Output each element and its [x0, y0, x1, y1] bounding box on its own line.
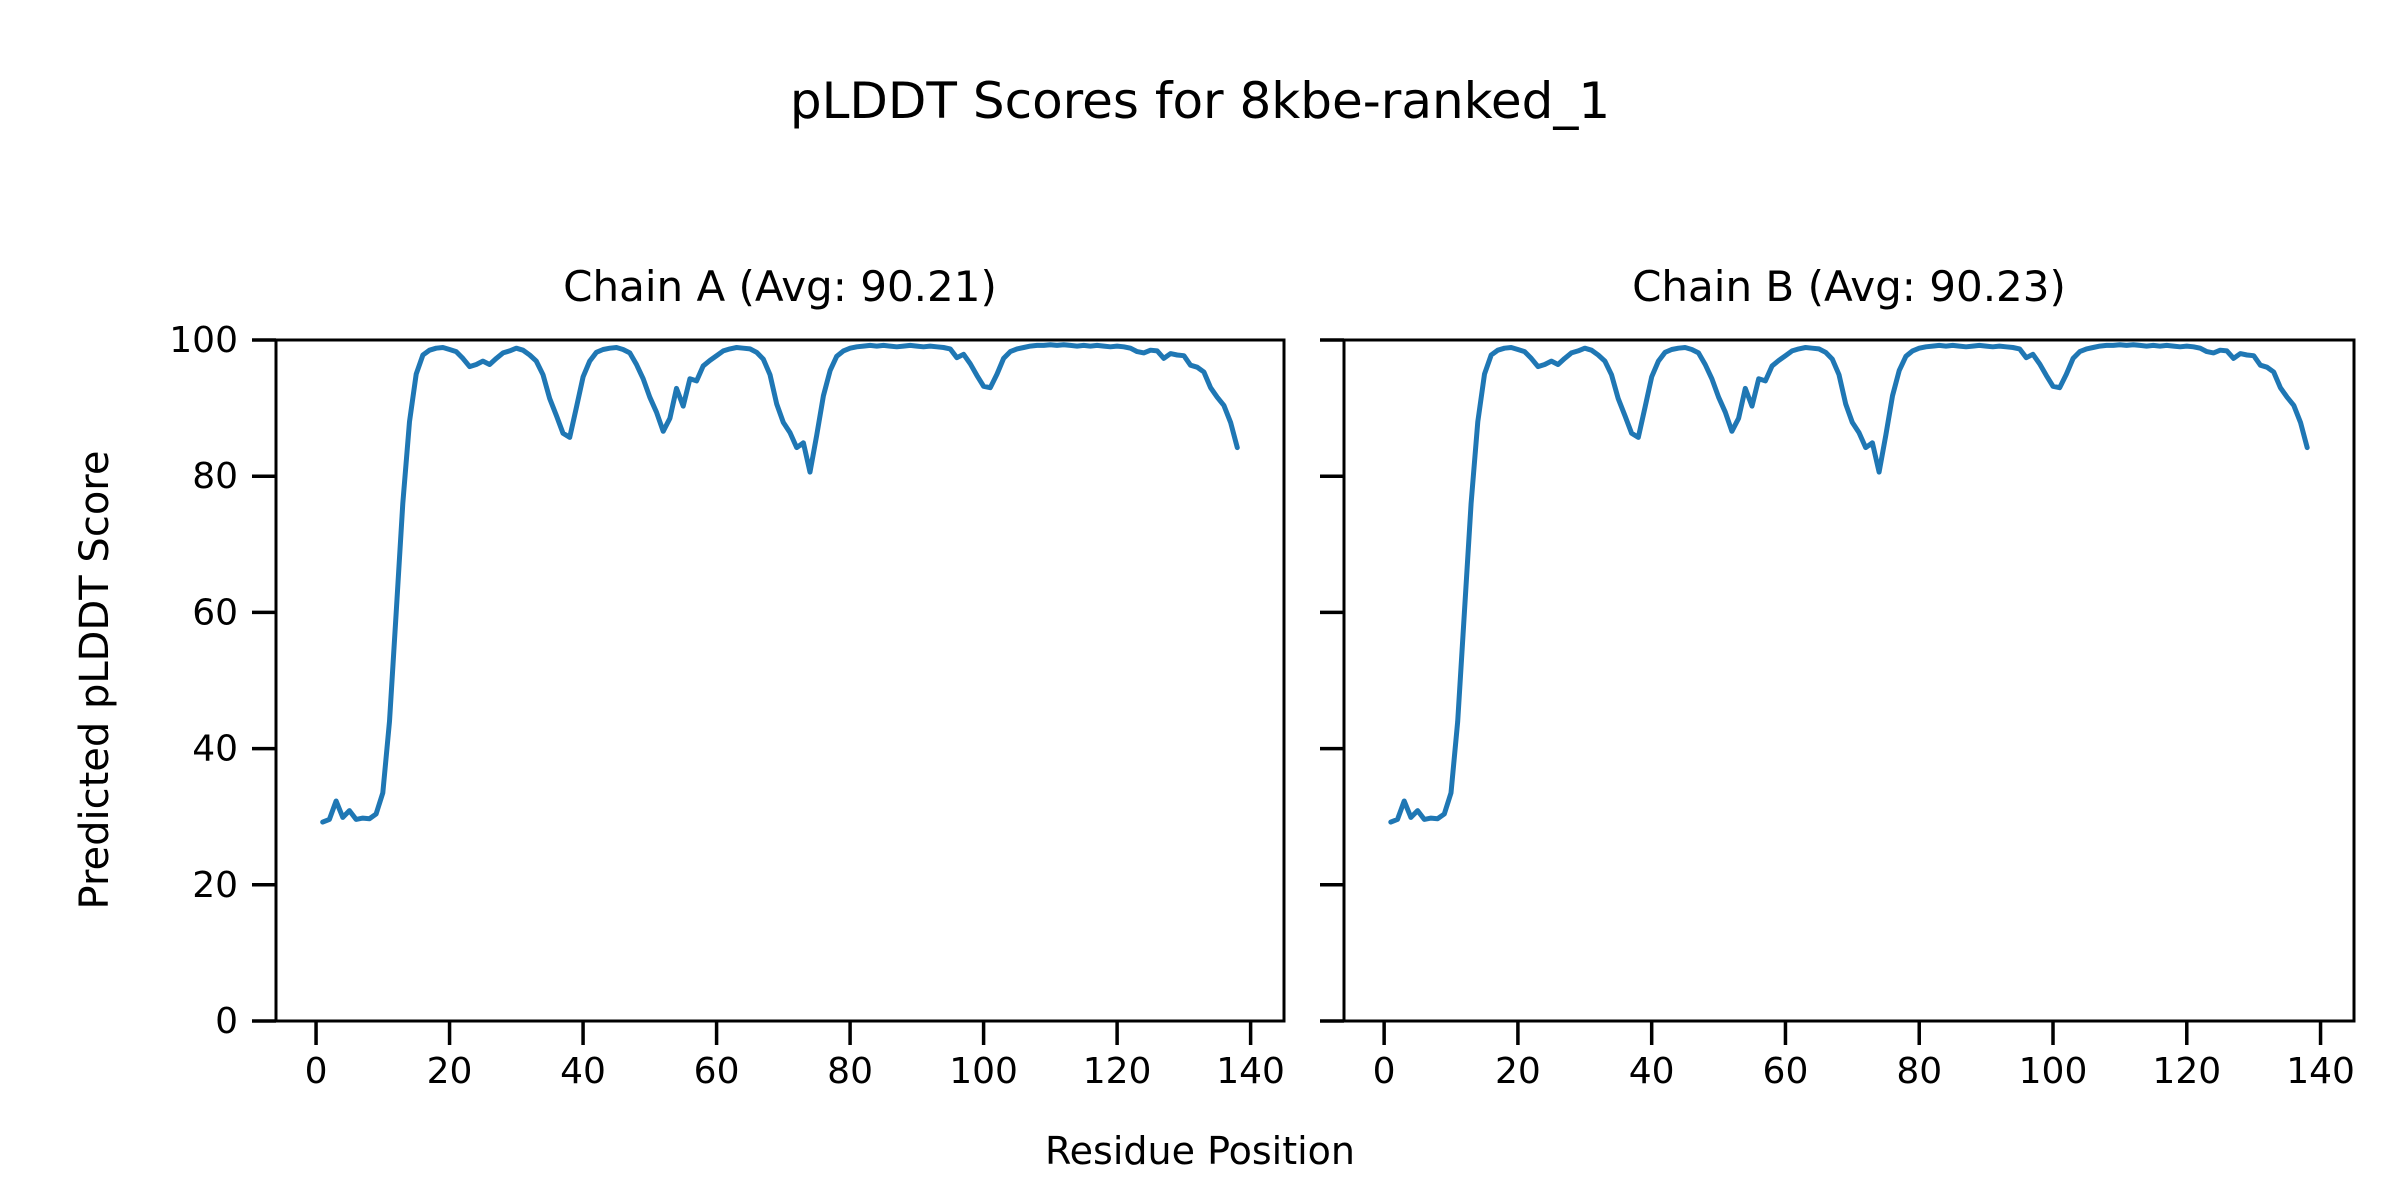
chain-a-plddt-line: [320, 342, 1240, 825]
chain-a-y-tick-label: 100: [169, 320, 238, 361]
chain-a-x-tick-label: 60: [694, 1051, 740, 1092]
chain-a-x-tick-label: 0: [305, 1051, 328, 1092]
x-axis-label: Residue Position: [1044, 1129, 1356, 1173]
chain-a-x-tick-label: 120: [1083, 1051, 1152, 1092]
chain-a-y-tick-label: 0: [215, 1001, 238, 1042]
chain-b-plddt-line: [1388, 342, 2310, 825]
chain-a-y-tick-label: 20: [192, 865, 238, 906]
chain-b-axes-box: [1342, 338, 2356, 1023]
chain-a-x-tick-label: 20: [427, 1051, 473, 1092]
chain-b-x-tick-label: 120: [2152, 1051, 2221, 1092]
chain-b-x-tick-label: 60: [1763, 1051, 1809, 1092]
chain-b-x-tick-label: 80: [1896, 1051, 1942, 1092]
chain-b-x-tick-label: 0: [1373, 1051, 1396, 1092]
chain-a-y-tick-label: 40: [192, 729, 238, 770]
chain-b-x-tick-label: 100: [2019, 1051, 2088, 1092]
chain-a-y-tick-label: 60: [192, 592, 238, 633]
figure-title: pLDDT Scores for 8kbe-ranked_1: [789, 72, 1611, 130]
chain-a-x-tick-label: 140: [1216, 1051, 1285, 1092]
chain-b-x-tick-label: 140: [2286, 1051, 2355, 1092]
chain-b-x-tick-label: 20: [1495, 1051, 1541, 1092]
chain-a-axes-box: [274, 338, 1286, 1023]
subplot-title-chain-a: Chain A (Avg: 90.21): [563, 262, 997, 311]
chain-b-x-tick-label: 40: [1629, 1051, 1675, 1092]
chain-a-x-tick-label: 80: [827, 1051, 873, 1092]
chain-a-x-tick-label: 100: [949, 1051, 1018, 1092]
chain-a-y-tick-label: 80: [192, 456, 238, 497]
chain-a-x-tick-label: 40: [560, 1051, 606, 1092]
subplot-title-chain-b: Chain B (Avg: 90.23): [1632, 262, 2066, 311]
